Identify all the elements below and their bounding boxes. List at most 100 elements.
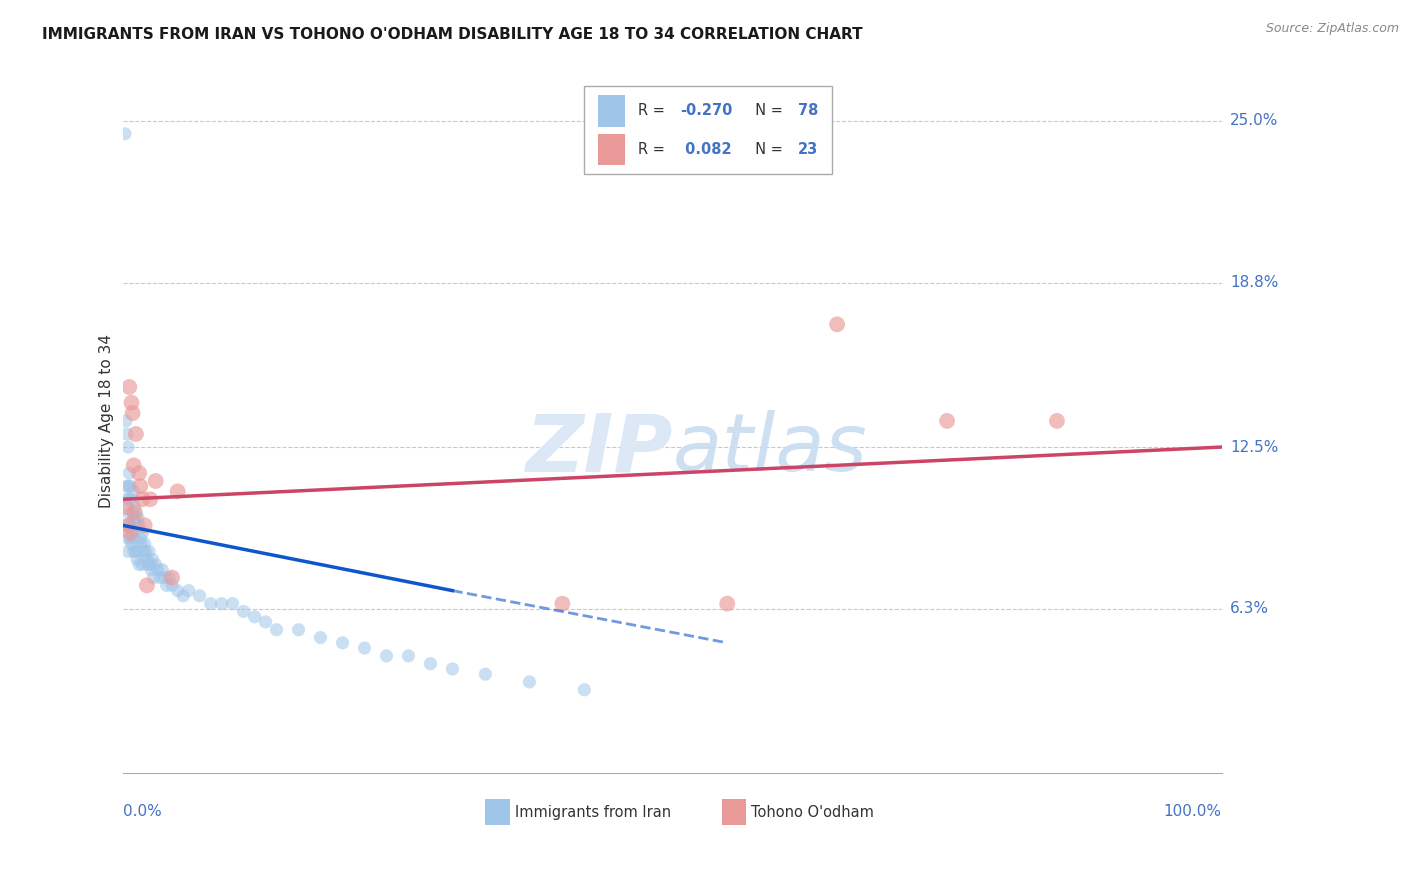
Point (121, 406, 143, 420)
Point (145, 558, 167, 572)
Point (138, 544, 160, 558)
Text: 23: 23 (797, 142, 818, 157)
Point (125, 518, 148, 533)
Point (125, 510, 148, 524)
Point (118, 518, 141, 533)
Point (266, 623, 288, 637)
Point (141, 563, 163, 577)
Point (146, 563, 169, 577)
FancyBboxPatch shape (598, 95, 626, 127)
Point (142, 570, 165, 584)
Point (135, 544, 157, 558)
Point (115, 427, 138, 442)
Point (122, 458, 145, 473)
Point (121, 395, 143, 409)
Point (117, 479, 139, 493)
Point (128, 518, 150, 533)
Text: R =: R = (638, 142, 669, 157)
Point (117, 440, 139, 454)
Point (129, 532, 152, 546)
FancyBboxPatch shape (585, 87, 831, 174)
Point (132, 544, 155, 558)
Point (131, 536, 153, 550)
Point (128, 558, 150, 572)
Text: N =: N = (747, 103, 787, 119)
Point (125, 544, 148, 558)
Point (177, 583, 200, 598)
Point (551, 597, 574, 611)
FancyBboxPatch shape (598, 134, 626, 165)
Point (1046, 414, 1069, 428)
Point (115, 500, 138, 514)
Point (115, 479, 138, 493)
Point (150, 563, 173, 577)
Point (825, 318, 848, 332)
Text: 100.0%: 100.0% (1164, 804, 1222, 819)
Point (221, 597, 243, 611)
Point (232, 605, 254, 619)
Point (120, 526, 142, 541)
Point (114, 127, 136, 141)
Point (117, 544, 139, 558)
Point (124, 505, 146, 519)
Point (134, 536, 156, 550)
Point (135, 552, 157, 566)
Point (121, 526, 143, 541)
Point (172, 589, 194, 603)
Text: Source: ZipAtlas.com: Source: ZipAtlas.com (1265, 22, 1399, 36)
Point (124, 532, 146, 546)
Point (936, 414, 959, 428)
Point (160, 570, 183, 584)
Point (145, 474, 167, 488)
Point (121, 536, 143, 550)
Point (287, 623, 309, 637)
Point (115, 414, 138, 428)
Point (121, 518, 143, 533)
Point (125, 552, 148, 566)
Point (136, 558, 159, 572)
FancyBboxPatch shape (485, 799, 509, 825)
Point (574, 682, 596, 697)
Point (117, 505, 139, 519)
Point (120, 479, 142, 493)
Point (121, 492, 143, 507)
Point (243, 609, 266, 624)
Point (375, 648, 398, 663)
Point (131, 526, 153, 541)
Text: Tohono O'odham: Tohono O'odham (751, 805, 875, 820)
Point (166, 484, 188, 499)
Text: N =: N = (747, 142, 787, 157)
Point (309, 631, 332, 645)
Point (131, 558, 153, 572)
Text: ZIP: ZIP (524, 410, 672, 488)
Point (419, 657, 441, 671)
Point (131, 492, 153, 507)
Y-axis label: Disability Age 18 to 34: Disability Age 18 to 34 (100, 334, 114, 508)
Point (115, 492, 138, 507)
Point (115, 518, 138, 533)
Point (157, 570, 180, 584)
Point (254, 615, 277, 629)
Point (122, 510, 145, 524)
Point (519, 675, 541, 690)
Point (153, 570, 176, 584)
Point (139, 492, 162, 507)
Point (398, 648, 420, 663)
FancyBboxPatch shape (721, 799, 747, 825)
Text: IMMIGRANTS FROM IRAN VS TOHONO O'ODHAM DISABILITY AGE 18 TO 34 CORRELATION CHART: IMMIGRANTS FROM IRAN VS TOHONO O'ODHAM D… (42, 27, 863, 42)
Point (118, 380, 141, 394)
Point (135, 578, 157, 592)
Point (211, 597, 233, 611)
Point (118, 466, 141, 480)
Point (129, 479, 152, 493)
Point (124, 500, 146, 514)
Point (125, 427, 148, 442)
Text: R =: R = (638, 103, 669, 119)
Text: atlas: atlas (672, 410, 868, 488)
Text: -0.270: -0.270 (681, 103, 733, 119)
Text: 18.8%: 18.8% (1230, 275, 1278, 290)
Point (141, 552, 163, 566)
Text: 0.082: 0.082 (681, 142, 731, 157)
Point (117, 518, 139, 533)
Text: 12.5%: 12.5% (1230, 440, 1278, 455)
